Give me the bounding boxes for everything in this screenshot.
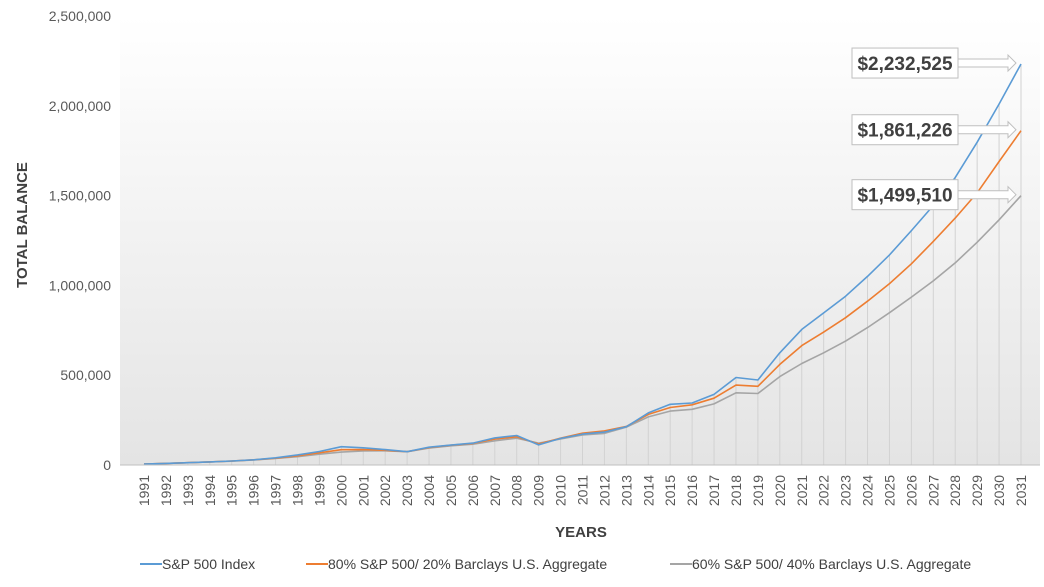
callout-arrow	[957, 120, 1017, 139]
value-callouts: $2,232,525 $1,861,226 $1,499,510	[851, 47, 1017, 211]
x-axis-title: YEARS	[555, 524, 607, 541]
legend: S&P 500 Index 80% S&P 500/ 20% Barclays U…	[140, 556, 971, 572]
x-tick-label: 2014	[640, 475, 656, 506]
x-tick-label: 1992	[158, 475, 174, 506]
x-tick-label: 2017	[706, 475, 722, 506]
legend-item: 60% S&P 500/ 40% Barclays U.S. Aggregate	[670, 556, 971, 572]
x-tick-label: 2004	[421, 475, 437, 506]
x-tick-label: 2023	[838, 475, 854, 506]
x-tick-label: 2018	[728, 475, 744, 506]
value-callout: $1,499,510	[851, 179, 1017, 211]
x-axis: 1991 1992 1993 1994 1995 1996 1997 1998 1999 2000…	[120, 464, 1040, 506]
x-tick-label: 2000	[333, 475, 349, 506]
legend-item: S&P 500 Index	[140, 556, 255, 572]
callout-label: $2,232,525	[857, 54, 953, 75]
legend-item: 80% S&P 500/ 20% Barclays U.S. Aggregate	[306, 556, 607, 572]
x-tick-label: 2008	[509, 475, 525, 506]
legend-label: S&P 500 Index	[162, 556, 255, 572]
y-tick-label: 1,500,000	[49, 188, 111, 204]
x-tick-label: 2029	[969, 475, 985, 506]
x-tick-label: 2025	[881, 475, 897, 506]
x-tick-label: 2012	[596, 475, 612, 506]
callout-arrow	[957, 53, 1017, 73]
legend-label: 60% S&P 500/ 40% Barclays U.S. Aggregate	[692, 556, 971, 572]
y-tick-label: 500,000	[60, 367, 111, 383]
x-tick-label: 2031	[1013, 475, 1029, 506]
x-tick-label: 2020	[772, 475, 788, 506]
x-tick-label: 2027	[925, 475, 941, 506]
y-tick-label: 0	[103, 457, 111, 473]
x-tick-label: 2013	[618, 475, 634, 506]
x-tick-label: 2007	[487, 475, 503, 506]
x-tick-label: 1993	[180, 475, 196, 506]
y-tick-label: 2,500,000	[49, 8, 111, 24]
legend-label: 80% S&P 500/ 20% Barclays U.S. Aggregate	[328, 556, 607, 572]
x-tick-label: 1994	[202, 475, 218, 506]
y-axis: 0 500,000 1,000,000 1,500,000 2,000,000 2,500…	[49, 8, 112, 473]
x-tick-label: 1999	[311, 475, 327, 506]
callout-label: $1,499,510	[857, 186, 952, 207]
x-tick-label: 2005	[443, 475, 459, 506]
x-tick-label: 2019	[750, 475, 766, 506]
x-tick-label: 2002	[377, 475, 393, 506]
x-tick-label: 1995	[224, 475, 240, 506]
value-callout: $1,861,226	[851, 114, 1017, 146]
plot-area	[120, 16, 1040, 465]
x-tick-label: 2026	[903, 475, 919, 506]
x-tick-label: 1997	[268, 475, 284, 506]
x-tick-label: 2010	[553, 475, 569, 506]
x-tick-label: 2028	[947, 475, 963, 506]
x-tick-label: 2030	[991, 475, 1007, 506]
x-tick-label: 2022	[816, 475, 832, 506]
series-lines	[143, 63, 1022, 465]
callout-arrow	[957, 185, 1017, 204]
series-line	[143, 63, 1022, 465]
callout-label: $1,861,226	[857, 121, 952, 142]
x-tick-label: 1996	[246, 475, 262, 506]
callout-box	[851, 47, 959, 79]
x-tick-label: 2003	[399, 475, 415, 506]
y-axis-title: TOTAL BALANCE	[14, 162, 31, 288]
x-tick-label: 2016	[684, 475, 700, 506]
y-tick-label: 2,000,000	[49, 98, 111, 114]
x-tick-label: 2006	[465, 475, 481, 506]
x-tick-label: 1998	[289, 475, 305, 506]
x-tick-label: 2009	[531, 475, 547, 506]
x-tick-label: 2021	[794, 475, 810, 506]
value-callout: $2,232,525	[851, 47, 1017, 79]
y-tick-label: 1,000,000	[49, 277, 111, 293]
x-tick-label: 2024	[860, 475, 876, 506]
x-tick-label: 2001	[355, 475, 371, 506]
x-tick-label: 2015	[662, 475, 678, 506]
x-tick-label: 1991	[136, 475, 152, 506]
x-tick-label: 2011	[575, 475, 591, 505]
